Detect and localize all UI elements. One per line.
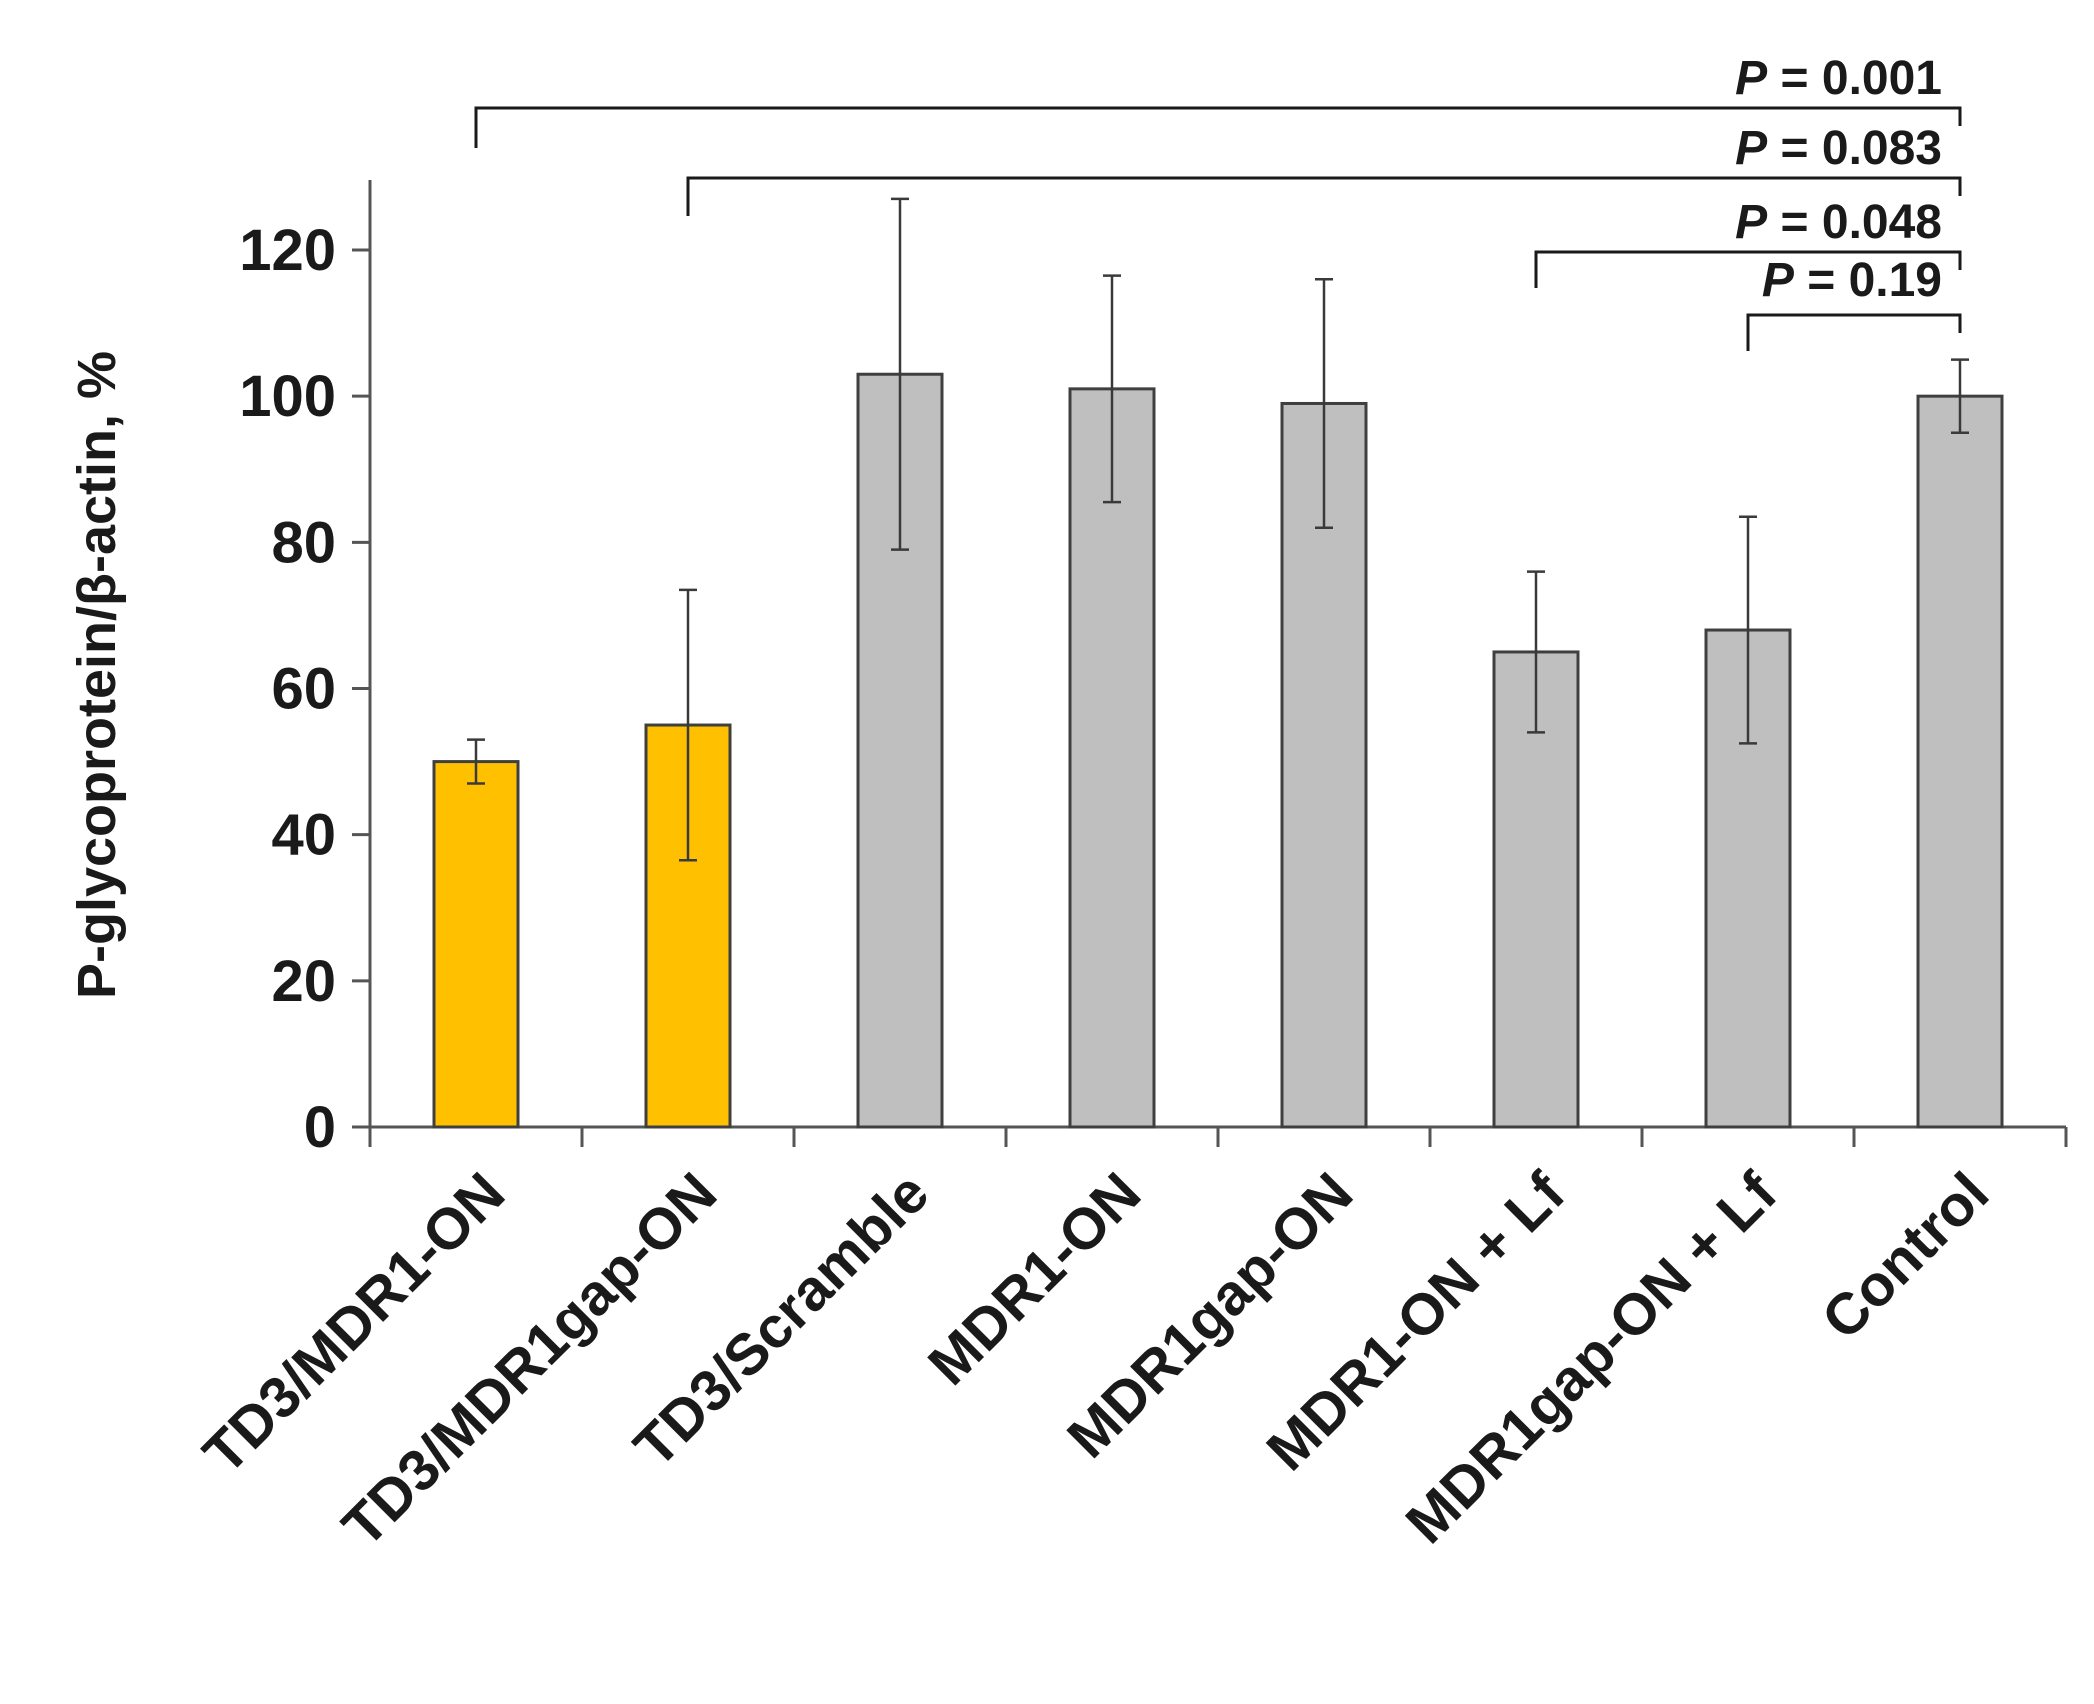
significance-bracket: P = 0.19 [1746, 254, 1962, 351]
error-bars [467, 197, 1969, 862]
x-axis [368, 1125, 2068, 1147]
error-bar [1951, 358, 1969, 434]
p-value-label: P = 0.001 [1735, 52, 1942, 105]
p-value-label: P = 0.19 [1762, 254, 1942, 307]
y-tick-label: 20 [271, 949, 336, 1014]
y-tick-label: 120 [239, 218, 336, 283]
y-axis-title: P-glycoprotein/β-actin, % [67, 351, 127, 999]
category-label: Control [1809, 1160, 2001, 1352]
error-bar [679, 588, 697, 862]
category-label: TD3/MDR1gap-ON [330, 1160, 729, 1559]
p-value-label: P = 0.083 [1735, 122, 1942, 175]
significance-bracket: P = 0.083 [686, 122, 1962, 216]
category-label: MDR1gap-ON + Lf [1393, 1160, 1789, 1556]
error-bar [1315, 277, 1333, 529]
y-tick-label: 60 [271, 657, 336, 722]
y-tick-label: 40 [271, 803, 336, 868]
error-bar [1739, 515, 1757, 745]
error-bar [891, 197, 909, 551]
bar [432, 760, 520, 1129]
error-bar [1527, 570, 1545, 734]
significance-bracket: P = 0.001 [474, 52, 1962, 148]
error-bar [467, 738, 485, 785]
y-tick-label: 100 [239, 364, 336, 429]
y-tick-label: 0 [304, 1095, 336, 1160]
y-axis: 0 20 40 60 80 100 120 [239, 180, 372, 1160]
y-tick-label: 80 [271, 510, 336, 575]
error-bar [1103, 274, 1121, 504]
p-value-label: P = 0.048 [1735, 196, 1942, 249]
bar [1916, 394, 2004, 1129]
significance-bracket: P = 0.048 [1534, 196, 1962, 288]
category-labels: TD3/MDR1-ONTD3/MDR1gap-ONTD3/ScrambleMDR… [191, 1160, 2001, 1560]
bars [432, 372, 2004, 1129]
